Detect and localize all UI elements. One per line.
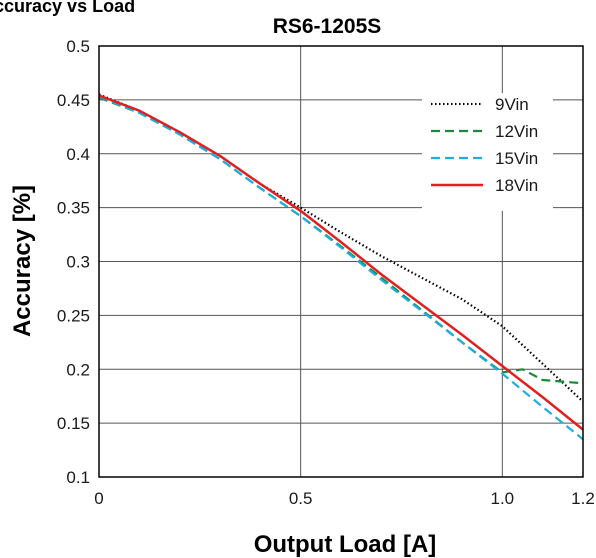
series-line-15vin xyxy=(98,95,584,441)
y-tick-label: 0.35 xyxy=(57,199,90,218)
y-tick-labels: 0.1 0.15 0.2 0.25 0.3 0.35 0.4 0.45 0.5 xyxy=(57,37,90,487)
legend: 9Vin 12Vin 15Vin 18Vin xyxy=(422,93,553,211)
legend-label: 9Vin xyxy=(495,95,529,114)
y-axis-label: Accuracy [%] xyxy=(9,185,36,337)
legend-label: 18Vin xyxy=(495,176,538,195)
legend-background xyxy=(422,93,553,211)
series-line-18vin xyxy=(98,94,584,431)
y-tick-label: 0.3 xyxy=(66,253,90,272)
x-tick-label: 1.2 xyxy=(571,489,595,508)
series-line-12vin xyxy=(98,96,584,385)
chart-title: RS6-1205S xyxy=(273,15,382,38)
x-tick-label: 1.0 xyxy=(491,489,515,508)
x-tick-label: 0.5 xyxy=(289,489,313,508)
plot-frame xyxy=(98,45,584,478)
x-tick-label: 0 xyxy=(94,489,103,508)
y-tick-label: 0.1 xyxy=(66,468,90,487)
series-lines xyxy=(98,93,584,441)
legend-label: 15Vin xyxy=(495,149,538,168)
y-tick-label: 0.5 xyxy=(66,37,90,56)
y-tick-label: 0.4 xyxy=(66,145,90,164)
chart-supertitle: ccuracy vs Load xyxy=(0,0,135,16)
y-tick-label: 0.15 xyxy=(57,414,90,433)
x-axis-label: Output Load [A] xyxy=(254,531,437,558)
legend-label: 12Vin xyxy=(495,122,538,141)
y-tick-label: 0.2 xyxy=(66,360,90,379)
x-tick-labels: 0 0.5 1.0 1.2 xyxy=(94,489,595,508)
y-tick-label: 0.25 xyxy=(57,306,90,325)
y-tick-label: 0.45 xyxy=(57,91,90,110)
